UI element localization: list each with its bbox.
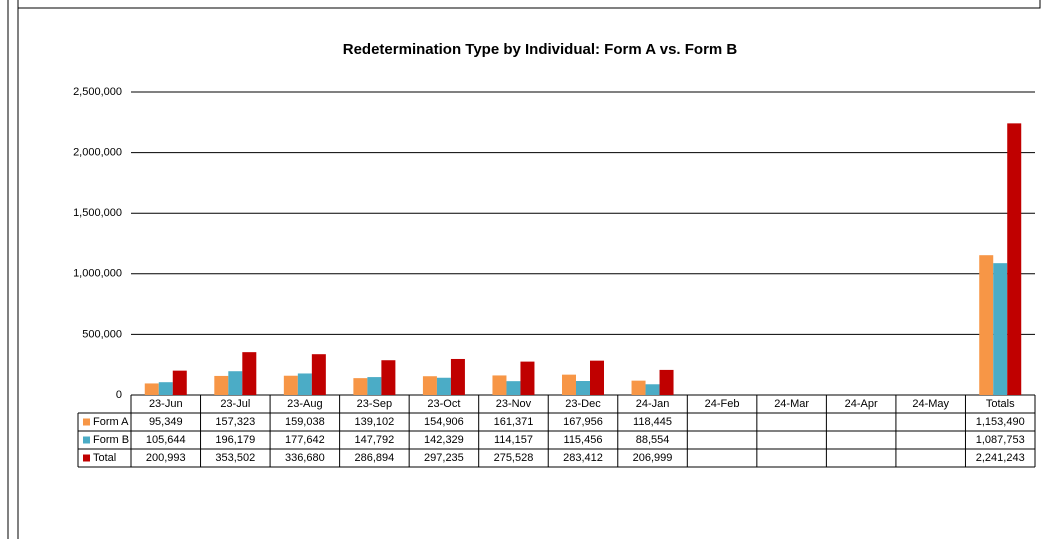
table-cell: 2,241,243: [976, 452, 1025, 464]
bar: [144, 383, 159, 395]
frame-top: [17, 0, 1041, 9]
table-cell: 353,502: [215, 452, 255, 464]
legend-label: Form A: [93, 416, 129, 428]
x-tick-label: Totals: [986, 398, 1015, 410]
bar: [645, 384, 660, 395]
chart-title: Redetermination Type by Individual: Form…: [343, 41, 738, 58]
table-cell: 196,179: [215, 434, 255, 446]
x-tick-label: 23-Jun: [149, 398, 183, 410]
bar: [367, 377, 382, 395]
table-cell: 336,680: [285, 452, 325, 464]
y-tick-label: 1,500,000: [73, 207, 122, 219]
x-tick-label: 23-Sep: [357, 398, 392, 410]
bar: [576, 381, 590, 395]
y-tick-label: 500,000: [82, 328, 122, 340]
table-cell: 95,349: [149, 416, 183, 428]
y-tick-label: 0: [116, 389, 122, 401]
legend-label: Form B: [93, 434, 129, 446]
table-cell: 118,445: [633, 416, 672, 428]
bar: [520, 361, 535, 395]
legend-swatch: [83, 418, 90, 426]
table-cell: 147,792: [355, 434, 395, 446]
table-cell: 286,894: [355, 452, 395, 464]
bar: [283, 375, 298, 395]
y-tick-label: 2,500,000: [73, 86, 122, 98]
x-tick-label: 23-Nov: [496, 398, 532, 410]
bar: [353, 378, 368, 395]
table-cell: 157,323: [215, 416, 255, 428]
x-tick-label: 23-Jul: [220, 398, 250, 410]
legend-label: Total: [93, 452, 116, 464]
table-cell: 1,153,490: [976, 416, 1025, 428]
x-tick-label: 23-Dec: [565, 398, 601, 410]
bar: [993, 263, 1008, 395]
bar: [562, 374, 576, 395]
x-tick-label: 24-Apr: [845, 398, 878, 410]
table-cell: 177,642: [285, 434, 325, 446]
table-cell: 275,528: [494, 452, 534, 464]
y-tick-label: 2,000,000: [73, 147, 122, 159]
bar: [242, 352, 257, 395]
table-cell: 200,993: [146, 452, 186, 464]
legend-swatch: [83, 436, 90, 444]
bar: [979, 255, 994, 395]
table-cell: 1,087,753: [976, 434, 1025, 446]
table-cell: 167,956: [563, 416, 603, 428]
bar: [172, 370, 187, 395]
bar: [506, 381, 521, 395]
legend-swatch: [83, 454, 90, 462]
x-tick-label: 24-May: [912, 398, 949, 410]
table-cell: 115,456: [564, 434, 603, 446]
x-tick-label: 24-Feb: [705, 398, 740, 410]
x-tick-label: 24-Mar: [774, 398, 809, 410]
bar: [492, 375, 507, 395]
bar: [450, 358, 465, 395]
x-tick-label: 23-Aug: [287, 398, 322, 410]
table-cell: 142,329: [424, 434, 464, 446]
table-cell: 161,371: [494, 416, 534, 428]
table-cell: 88,554: [636, 434, 670, 446]
table-cell: 139,102: [355, 416, 395, 428]
bar: [228, 371, 243, 395]
x-tick-label: 23-Oct: [427, 398, 460, 410]
y-tick-label: 1,000,000: [73, 268, 122, 280]
bar: [436, 377, 451, 395]
bar: [158, 382, 173, 395]
bar: [631, 380, 646, 395]
bar: [590, 360, 604, 395]
bar: [422, 376, 437, 395]
bar: [297, 373, 312, 395]
table-cell: 159,038: [285, 416, 325, 428]
bar: [381, 360, 396, 395]
table-cell: 114,157: [494, 434, 533, 446]
bar: [214, 375, 229, 395]
bar: [659, 369, 674, 395]
bar: [1007, 123, 1022, 395]
table-cell: 206,999: [633, 452, 673, 464]
x-tick-label: 24-Jan: [636, 398, 670, 410]
table-cell: 283,412: [563, 452, 603, 464]
table-cell: 105,644: [146, 434, 186, 446]
table-cell: 154,906: [424, 416, 464, 428]
bar: [311, 354, 326, 395]
table-cell: 297,235: [424, 452, 464, 464]
